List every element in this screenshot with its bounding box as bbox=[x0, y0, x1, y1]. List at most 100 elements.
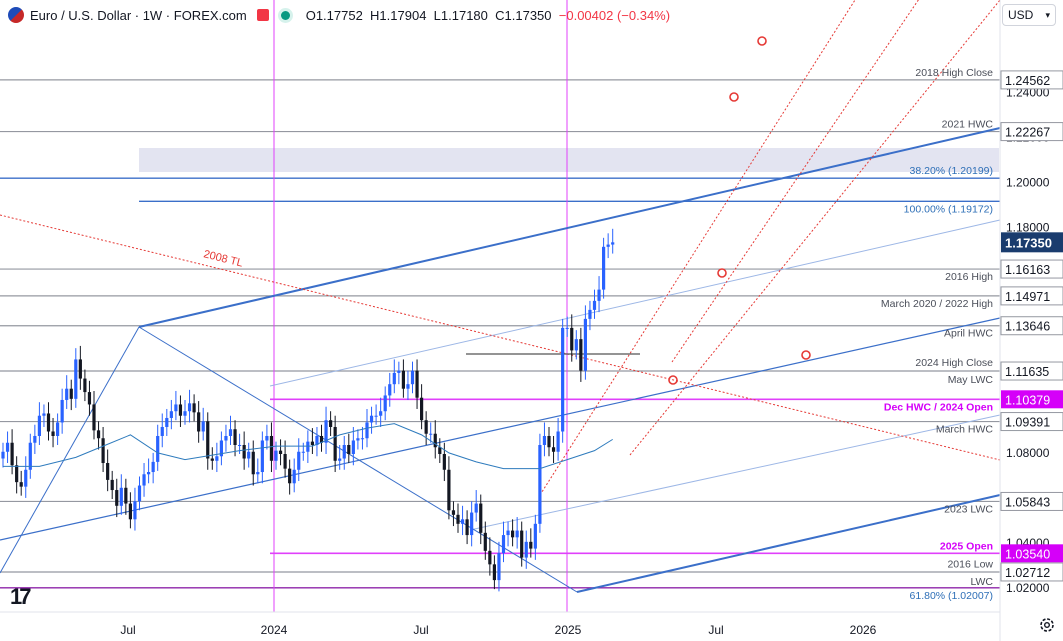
chart-header: Euro / U.S. Dollar · 1W · FOREX.com O1.1… bbox=[0, 0, 670, 30]
annotation-label: 2021 HWC bbox=[942, 119, 994, 131]
price-badge bbox=[1000, 122, 1063, 142]
price-labels: 1.24562 1.22267 1.16163 1.14971 1.13646 1.116… bbox=[1000, 70, 1063, 582]
candle-body bbox=[133, 501, 137, 520]
tradingview-logo: 17 bbox=[10, 584, 32, 609]
candle-body bbox=[460, 519, 465, 524]
candle-body bbox=[356, 438, 360, 441]
candle-body bbox=[365, 422, 369, 439]
target-marker bbox=[717, 268, 727, 278]
candle-body bbox=[301, 451, 305, 453]
x-tick-label: Jul bbox=[120, 623, 135, 637]
trendlines bbox=[0, 0, 1001, 593]
parallel-trendline bbox=[469, 414, 1001, 531]
candle-body bbox=[524, 541, 528, 558]
symbol-title[interactable]: Euro / U.S. Dollar · 1W · FOREX.com bbox=[30, 7, 247, 23]
price-badge-label: 1.02712 bbox=[1005, 566, 1050, 580]
upper-channel-line bbox=[138, 127, 1001, 328]
candle-body bbox=[206, 421, 210, 459]
candle-body bbox=[497, 553, 501, 581]
annotation-label: 2024 High Close bbox=[915, 357, 993, 369]
x-axis-ticks: Jul 2024 Jul 2025 Jul 2026 bbox=[120, 623, 876, 637]
candle-body bbox=[228, 429, 233, 436]
candle-body bbox=[442, 454, 446, 470]
candle-body bbox=[515, 530, 519, 538]
price-badge-label: 1.16163 bbox=[1005, 263, 1050, 277]
candle-body bbox=[501, 535, 506, 554]
candle-body bbox=[197, 412, 201, 432]
annotation-2008-tl: 2008 TL bbox=[202, 248, 244, 269]
price-badge-label: 1.22267 bbox=[1005, 126, 1050, 140]
candle-body bbox=[174, 404, 178, 412]
target-marker bbox=[801, 350, 811, 360]
candle-body bbox=[124, 487, 128, 504]
annotation-label: 61.80% (1.02007) bbox=[910, 590, 993, 602]
y-tick-label: 1.20000 bbox=[1006, 176, 1050, 190]
candle-body bbox=[429, 433, 433, 435]
candle-body bbox=[310, 441, 314, 445]
candle-body bbox=[15, 465, 19, 483]
candle-body bbox=[42, 413, 46, 416]
candle-body bbox=[87, 392, 92, 405]
x-tick-label: Jul bbox=[708, 623, 723, 637]
price-badge bbox=[1000, 361, 1063, 381]
target-marker bbox=[668, 375, 678, 385]
candle-body bbox=[479, 503, 483, 533]
annotation-label: 2018 High Close bbox=[915, 67, 993, 79]
candle-body bbox=[5, 442, 10, 452]
candle-body bbox=[520, 530, 524, 558]
moving-average-line bbox=[3, 423, 613, 470]
ohlc-readout: O1.17752 H1.17904 L1.17180 C1.17350 −0.0… bbox=[306, 8, 670, 23]
candle-body bbox=[369, 415, 374, 423]
candle-body bbox=[415, 370, 419, 398]
annotation-label: LWC bbox=[970, 576, 993, 588]
gear-icon[interactable] bbox=[1038, 616, 1056, 634]
price-badge bbox=[1001, 544, 1063, 563]
candle-body bbox=[488, 550, 492, 565]
annotation-label: March HWC bbox=[936, 424, 994, 436]
candle-body bbox=[611, 242, 615, 245]
price-badge bbox=[1000, 491, 1063, 511]
candle-body bbox=[401, 370, 405, 389]
fib-channel-line bbox=[671, 0, 919, 363]
annotation-label: 2016 Low bbox=[947, 558, 993, 570]
annotation-label: May LWC bbox=[948, 374, 994, 386]
candle-body bbox=[178, 404, 183, 416]
annotation-label: 2016 High bbox=[945, 271, 993, 283]
candle-body bbox=[260, 440, 264, 473]
candle-body bbox=[60, 399, 64, 423]
candle-body bbox=[251, 451, 255, 475]
candle-body bbox=[142, 474, 146, 486]
y-tick-label: 1.18000 bbox=[1006, 221, 1050, 235]
candle-body bbox=[583, 318, 587, 371]
candle-body bbox=[433, 433, 437, 448]
pitchfork-left bbox=[0, 326, 140, 574]
currency-selector[interactable]: USD ▾ bbox=[1002, 4, 1056, 26]
candle-body bbox=[201, 421, 205, 432]
price-badge bbox=[1000, 412, 1063, 432]
candle-body bbox=[397, 370, 401, 373]
candle-body bbox=[506, 530, 510, 536]
candle-body bbox=[388, 384, 392, 396]
currency-label: USD bbox=[1008, 8, 1034, 22]
annotation-label: 2025 Open bbox=[940, 540, 993, 552]
candle-body bbox=[474, 503, 478, 513]
annotation-label: April HWC bbox=[944, 328, 993, 340]
low-value: L1.17180 bbox=[433, 7, 488, 23]
candle-body bbox=[529, 541, 533, 549]
candle-body bbox=[278, 450, 283, 455]
candle-body bbox=[338, 458, 342, 461]
candle-body bbox=[238, 444, 242, 446]
candle-body bbox=[92, 404, 96, 431]
candle-body bbox=[160, 426, 164, 436]
candle-body bbox=[438, 447, 442, 455]
price-badge bbox=[1000, 259, 1063, 279]
candle-body bbox=[83, 378, 87, 393]
annotation-label: 38.20% (1.20199) bbox=[910, 165, 993, 177]
candle-body bbox=[265, 435, 269, 441]
candle-body bbox=[465, 519, 469, 536]
candle-body bbox=[374, 415, 378, 417]
candle-body bbox=[96, 430, 101, 439]
candle-body bbox=[424, 420, 428, 434]
candle-body bbox=[119, 487, 123, 506]
